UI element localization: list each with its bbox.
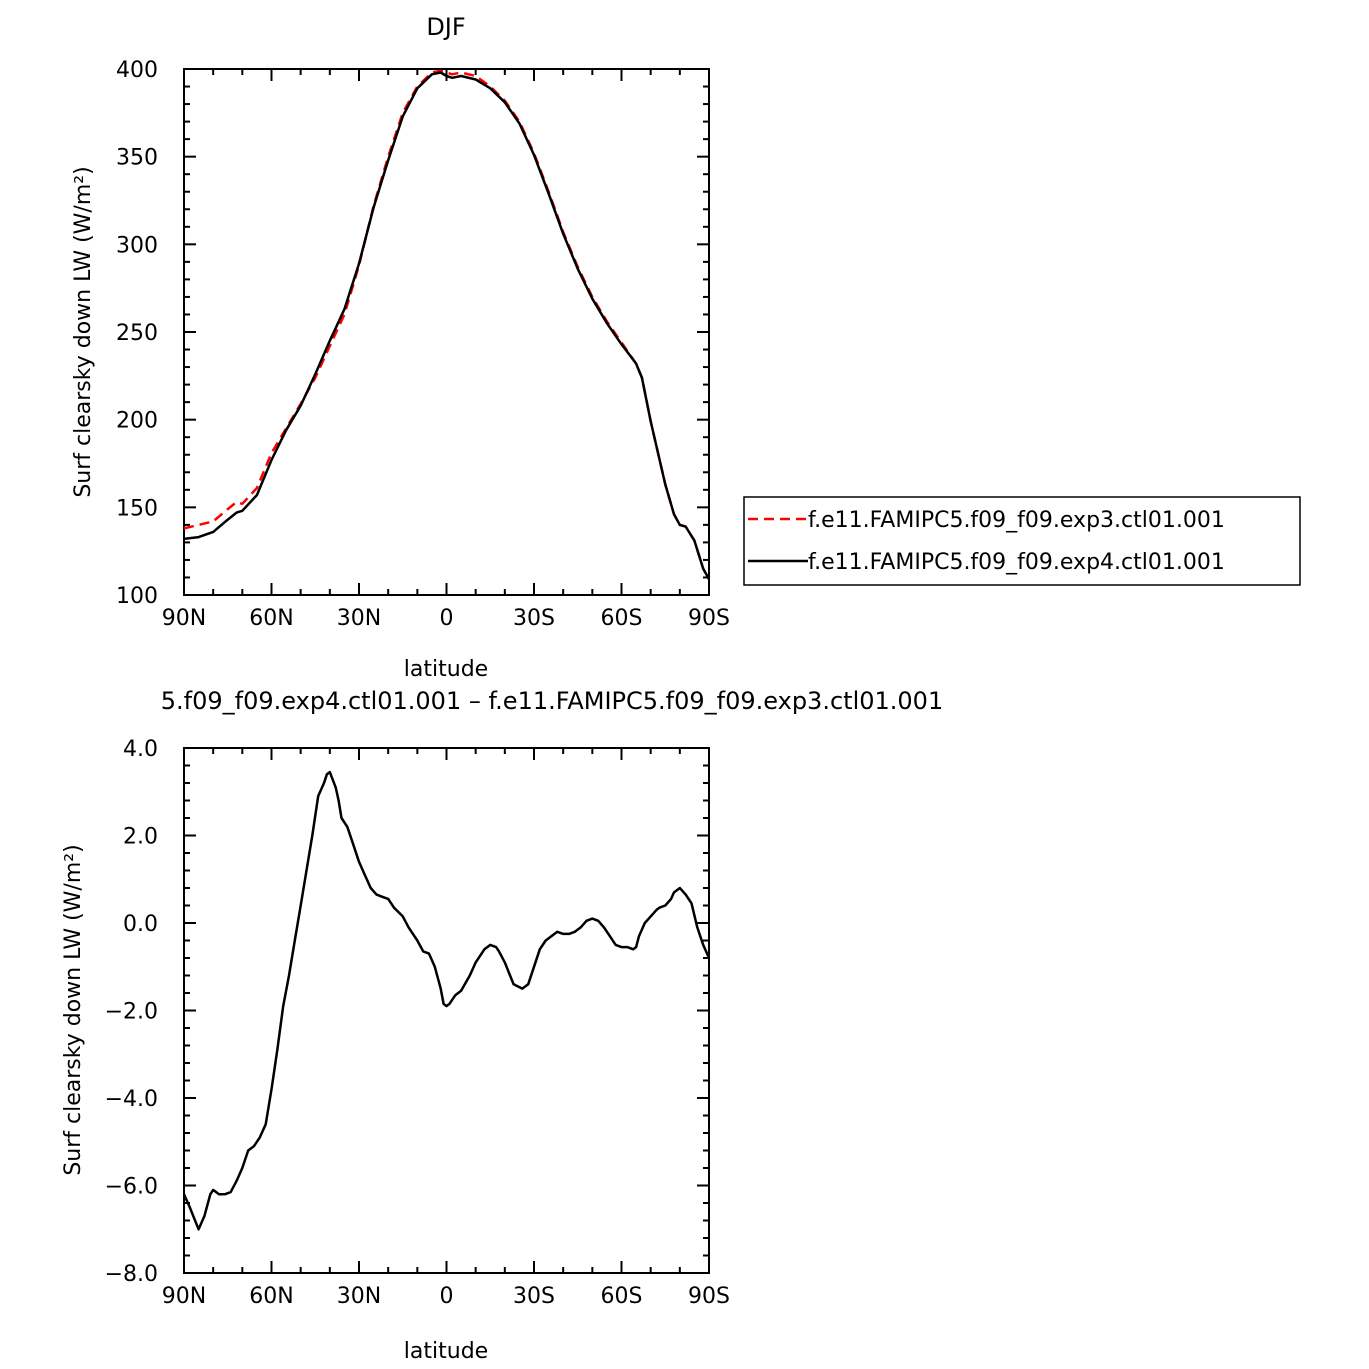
y-tick-label: 300 xyxy=(116,233,158,258)
y-tick-label: 2.0 xyxy=(123,825,158,850)
legend-label-exp3: f.e11.FAMIPC5.f09_f09.exp3.ctl01.001 xyxy=(808,508,1225,533)
bottom-y-axis-title: Surf clearsky down LW (W/m²) xyxy=(61,844,86,1175)
x-tick-label: 30N xyxy=(337,606,381,631)
top-plot-area: 90N 60N 30N 0 30S 60S 90S 100 150 200 250 300 350 400 xyxy=(116,58,730,631)
top-y-axis-title: Surf clearsky down LW (W/m²) xyxy=(71,166,96,497)
x-tick-label: 60S xyxy=(601,606,643,631)
series-line-1 xyxy=(183,71,711,580)
y-tick-label: −4.0 xyxy=(105,1087,158,1112)
legend-box xyxy=(743,496,1301,586)
top-x-axis-title: latitude xyxy=(404,657,488,682)
y-tick-label: 0.0 xyxy=(123,912,158,937)
y-tick-label: 4.0 xyxy=(123,737,158,762)
bottom-x-axis-title: latitude xyxy=(404,1339,488,1364)
x-tick-label: 30N xyxy=(337,1284,381,1309)
y-tick-label: 250 xyxy=(116,321,158,346)
x-tick-label: 60S xyxy=(601,1284,643,1309)
x-tick-label: 90N xyxy=(162,606,206,631)
y-tick-label: −8.0 xyxy=(105,1262,158,1287)
x-tick-label: 90S xyxy=(688,1284,730,1309)
plot-frame xyxy=(183,747,710,1274)
x-tick-label: 30S xyxy=(513,606,555,631)
bottom-panel: 5.f09_f09.exp4.ctl01.001 – f.e11.FAMIPC5… xyxy=(61,687,943,1364)
y-tick-label: 100 xyxy=(116,584,158,609)
y-tick-label: 400 xyxy=(116,58,158,83)
series-line-0 xyxy=(182,770,711,1231)
y-tick-label: 200 xyxy=(116,409,158,434)
series-line-0 xyxy=(183,69,711,580)
top-chart-title: DJF xyxy=(426,13,465,41)
top-panel: DJF 90N 60N 30N 0 30S 60S 90S 100 150 200 250 300 35… xyxy=(71,13,1301,682)
y-tick-label: 350 xyxy=(116,146,158,171)
x-tick-label: 0 xyxy=(440,1284,454,1309)
bottom-chart-title: 5.f09_f09.exp4.ctl01.001 – f.e11.FAMIPC5… xyxy=(161,687,943,715)
y-tick-label: −6.0 xyxy=(105,1175,158,1200)
x-tick-label: 90N xyxy=(162,1284,206,1309)
x-tick-label: 90S xyxy=(688,606,730,631)
y-tick-label: 150 xyxy=(116,496,158,521)
x-tick-label: 0 xyxy=(440,606,454,631)
legend-label-exp4: f.e11.FAMIPC5.f09_f09.exp4.ctl01.001 xyxy=(808,550,1225,575)
x-tick-label: 60N xyxy=(249,606,293,631)
x-tick-label: 30S xyxy=(513,1284,555,1309)
y-tick-label: −2.0 xyxy=(105,1000,158,1025)
legend: f.e11.FAMIPC5.f09_f09.exp3.ctl01.001 f.e… xyxy=(743,496,1301,586)
plot-frame xyxy=(183,68,710,596)
bottom-plot-area: 90N 60N 30N 0 30S 60S 90S −8.0 −6.0 −4.0 −2.0 0.0 2.… xyxy=(105,737,730,1309)
x-tick-label: 60N xyxy=(249,1284,293,1309)
